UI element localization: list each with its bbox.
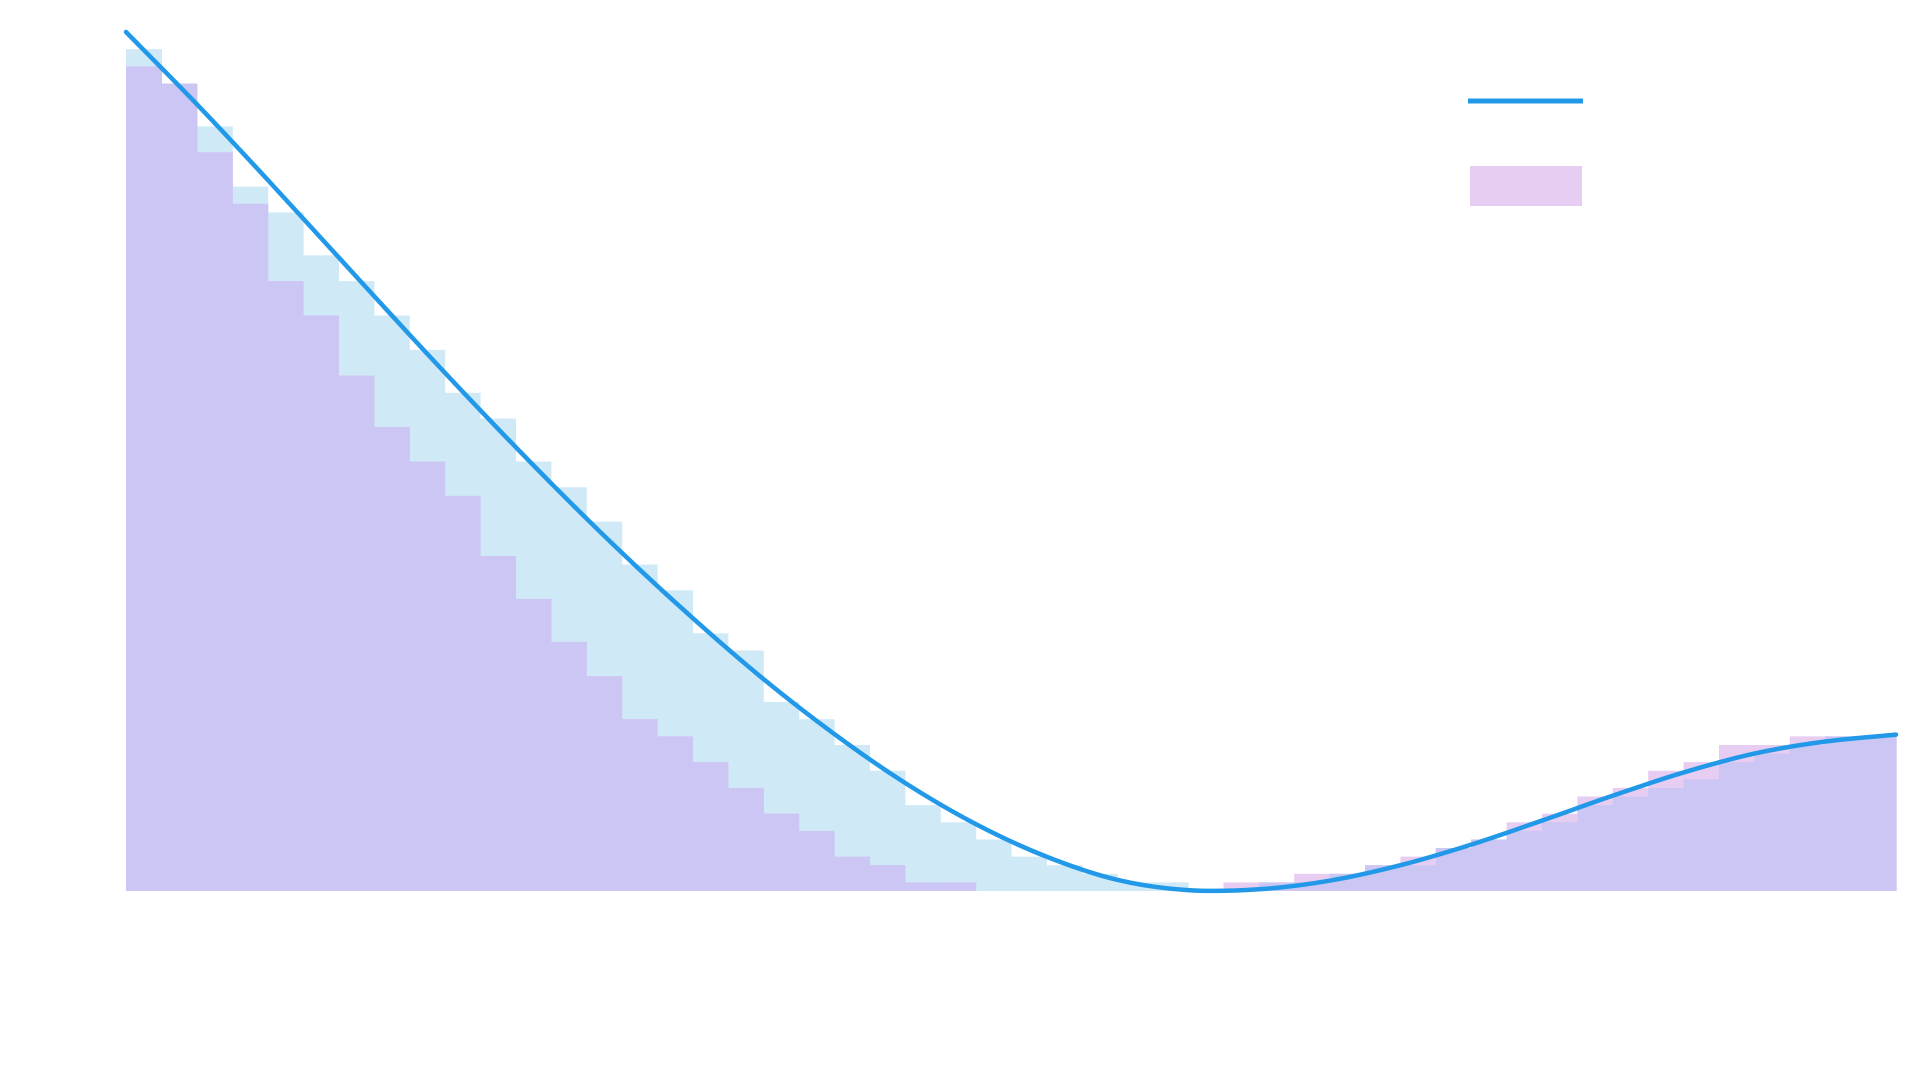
histogram-overlap-bar — [657, 736, 693, 891]
histogram-overlap-bar — [1506, 830, 1543, 891]
histogram-overlap-bar — [586, 676, 623, 891]
histogram-overlap-bar — [1789, 744, 1826, 891]
histogram-a-bar — [1117, 882, 1154, 891]
histogram-overlap-bar — [338, 375, 375, 892]
curve-series-line — [123, 29, 1899, 894]
histogram-overlap-bar — [1612, 796, 1649, 891]
histogram-overlap-bar — [904, 882, 941, 891]
histogram-overlap-bar — [727, 787, 764, 891]
histogram-a-bar — [940, 822, 977, 891]
histogram-overlap-bar — [409, 461, 446, 891]
histogram-overlap-bar — [480, 555, 516, 891]
histogram-b-bar — [1223, 882, 1260, 891]
histogram-overlap-bar — [692, 762, 729, 891]
histogram-overlap-bar — [267, 281, 304, 891]
histogram-overlap-bar — [1471, 839, 1508, 891]
histogram-overlap-bar — [940, 882, 977, 891]
histogram-overlap-bar — [1542, 822, 1578, 891]
histogram-overlap-bar — [161, 83, 198, 892]
histogram-overlap-bar — [1294, 882, 1331, 891]
histogram-overlap — [126, 66, 1897, 892]
histogram-overlap-bar — [1754, 753, 1791, 891]
histogram-overlap-bar — [550, 641, 587, 891]
histogram-overlap-bar — [126, 66, 162, 892]
histogram-overlap-bar — [621, 719, 658, 891]
histogram-overlap-bar — [1577, 805, 1614, 891]
histogram-overlap-bar — [303, 315, 339, 892]
histogram-overlap-bar — [1400, 865, 1437, 891]
histogram-overlap-bar — [1683, 779, 1720, 891]
histogram-overlap-bar — [1719, 762, 1755, 891]
legend-histogram-swatch — [1470, 166, 1582, 206]
histogram-overlap-bar — [196, 152, 233, 891]
legend — [1468, 98, 1583, 206]
histogram-overlap-bar — [515, 598, 552, 891]
histogram-overlap-bar — [798, 830, 835, 891]
histogram-overlap-bar — [444, 495, 481, 891]
histogram-overlap-bar — [869, 865, 906, 891]
histogram-a-bar — [1011, 856, 1047, 891]
histogram-overlap-bar — [373, 427, 410, 891]
histogram-a-bar — [904, 805, 941, 891]
histogram-overlap-bar — [232, 203, 269, 892]
histogram-overlap-bar — [834, 856, 870, 891]
histogram-overlap-bar — [763, 813, 800, 891]
histogram-a-bar — [975, 839, 1012, 891]
histogram-overlap-bar — [1648, 787, 1685, 891]
histogram-overlap-bar — [1860, 736, 1897, 891]
histogram-overlap-bar — [1825, 736, 1862, 891]
